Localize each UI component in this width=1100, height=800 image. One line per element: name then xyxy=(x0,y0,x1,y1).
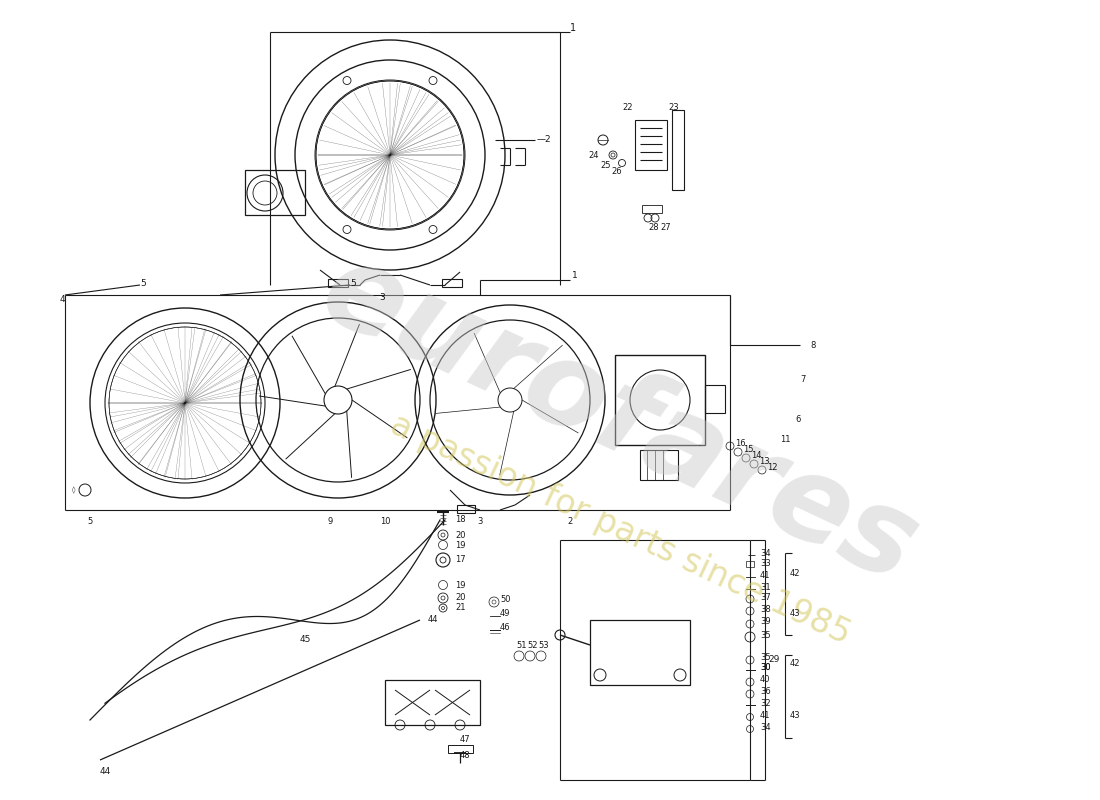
Text: 35: 35 xyxy=(760,654,771,662)
Text: 53: 53 xyxy=(538,642,549,650)
Text: 50: 50 xyxy=(500,595,510,605)
Text: 3: 3 xyxy=(379,293,385,302)
Text: 33: 33 xyxy=(760,558,771,567)
Text: 10: 10 xyxy=(379,518,390,526)
Text: 38: 38 xyxy=(760,605,771,614)
Text: 21: 21 xyxy=(455,603,465,613)
Text: 32: 32 xyxy=(760,698,771,707)
Text: 17: 17 xyxy=(455,555,465,565)
Text: 23: 23 xyxy=(668,102,679,111)
Bar xyxy=(328,279,348,287)
Bar xyxy=(640,450,678,480)
Text: 22: 22 xyxy=(621,102,632,111)
Text: 51: 51 xyxy=(516,642,527,650)
Text: 41: 41 xyxy=(760,710,770,719)
Text: 14: 14 xyxy=(751,451,761,461)
Bar xyxy=(635,120,667,170)
Text: 1: 1 xyxy=(572,270,578,279)
Text: 18: 18 xyxy=(455,515,465,525)
Text: 5: 5 xyxy=(87,518,92,526)
Text: 34: 34 xyxy=(760,549,771,558)
Bar xyxy=(442,279,462,287)
Text: 20: 20 xyxy=(455,530,465,539)
Text: 20: 20 xyxy=(455,594,465,602)
Bar xyxy=(672,110,684,190)
Text: ◊: ◊ xyxy=(72,486,75,494)
Text: 44: 44 xyxy=(428,615,438,625)
Bar xyxy=(746,561,754,567)
Text: 49: 49 xyxy=(500,610,510,618)
Bar xyxy=(456,505,475,513)
Text: 13: 13 xyxy=(759,458,770,466)
Text: 40: 40 xyxy=(760,675,770,685)
Text: 8: 8 xyxy=(810,341,815,350)
Text: 30: 30 xyxy=(760,663,771,673)
Text: 5: 5 xyxy=(350,278,355,287)
Text: 34: 34 xyxy=(760,722,771,731)
Text: 39: 39 xyxy=(760,618,771,626)
Text: 29: 29 xyxy=(768,655,780,665)
Text: 4: 4 xyxy=(60,295,66,305)
Text: 6: 6 xyxy=(795,415,801,425)
Text: 47: 47 xyxy=(460,735,471,745)
Text: 35: 35 xyxy=(760,630,771,639)
Text: 28: 28 xyxy=(648,223,659,233)
Text: 41: 41 xyxy=(760,570,770,579)
Bar xyxy=(385,680,480,725)
Text: 46: 46 xyxy=(500,623,510,633)
Text: 12: 12 xyxy=(767,463,778,473)
Text: 19: 19 xyxy=(455,541,465,550)
Text: 2: 2 xyxy=(568,518,573,526)
Bar xyxy=(615,355,705,445)
Text: 3: 3 xyxy=(477,518,483,526)
Bar xyxy=(642,205,662,213)
Text: 30: 30 xyxy=(760,663,771,673)
Circle shape xyxy=(316,81,464,229)
Text: 48: 48 xyxy=(460,750,471,759)
Text: 42: 42 xyxy=(790,658,801,667)
Text: 1: 1 xyxy=(570,23,576,33)
Text: 9: 9 xyxy=(328,518,332,526)
Text: 43: 43 xyxy=(790,609,801,618)
Text: 44: 44 xyxy=(100,767,111,777)
Bar xyxy=(448,745,473,753)
Bar xyxy=(590,620,690,685)
Text: 25: 25 xyxy=(600,161,610,170)
Text: 26: 26 xyxy=(610,167,621,177)
Text: 52: 52 xyxy=(527,642,538,650)
Text: 15: 15 xyxy=(742,446,754,454)
Bar xyxy=(705,385,725,413)
Text: 19: 19 xyxy=(455,581,465,590)
Circle shape xyxy=(109,327,261,479)
Text: 37: 37 xyxy=(760,593,771,602)
Text: 31: 31 xyxy=(760,582,771,591)
Text: 7: 7 xyxy=(800,375,805,385)
Text: 43: 43 xyxy=(790,710,801,719)
Text: 45: 45 xyxy=(300,635,311,645)
Text: 42: 42 xyxy=(790,569,801,578)
Text: eurofares: eurofares xyxy=(305,232,936,608)
Text: 16: 16 xyxy=(735,439,746,449)
Text: a passion for parts since 1985: a passion for parts since 1985 xyxy=(385,409,856,651)
Text: —2: —2 xyxy=(537,135,551,145)
Text: 11: 11 xyxy=(780,435,791,445)
Text: 5: 5 xyxy=(140,278,145,287)
Text: 27: 27 xyxy=(660,223,671,233)
Text: 24: 24 xyxy=(588,150,598,159)
Bar xyxy=(245,170,305,215)
Text: 36: 36 xyxy=(760,687,771,697)
